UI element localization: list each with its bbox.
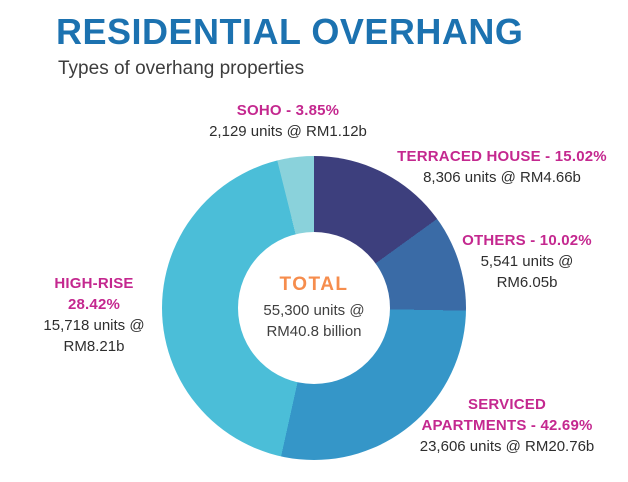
page-subtitle: Types of overhang properties xyxy=(58,58,305,79)
segment-name-terraced-house: TERRACED HOUSE - 15.02% xyxy=(397,148,607,165)
segment-name-others: OTHERS - 10.02% xyxy=(462,232,592,249)
segment-label-others: OTHERS - 10.02% 5,541 units @ RM6.05b xyxy=(462,230,592,293)
segment-units-serviced-apartments: 23,606 units @ RM20.76b xyxy=(419,438,595,455)
donut-center: TOTAL 55,300 units @ RM40.8 billion xyxy=(238,232,390,384)
segment-name-serviced-apartments: SERVICED xyxy=(467,396,546,413)
segment-pct-serviced-apartments: APARTMENTS - 42.69% xyxy=(421,417,593,434)
segment-units-soho: 2,129 units @ RM1.12b xyxy=(209,123,367,140)
segment-pct-high-rise: 28.42% xyxy=(67,296,121,313)
segment-units-high-rise: 15,718 units @ xyxy=(43,317,145,334)
segment-label-serviced-apartments: SERVICED APARTMENTS - 42.69% 23,606 unit… xyxy=(420,394,595,457)
segment-value-others: RM6.05b xyxy=(496,274,558,291)
donut-chart: TOTAL 55,300 units @ RM40.8 billion xyxy=(162,156,466,460)
total-value-line: RM40.8 billion xyxy=(266,323,362,340)
segment-value-high-rise: RM8.21b xyxy=(63,338,125,355)
page-title: RESIDENTIAL OVERHANG xyxy=(56,11,524,52)
total-label: TOTAL xyxy=(279,274,349,295)
segment-name-high-rise: HIGH-RISE xyxy=(54,275,134,292)
segment-label-terraced-house: TERRACED HOUSE - 15.02% 8,306 units @ RM… xyxy=(397,146,607,188)
total-units-line: 55,300 units @ xyxy=(263,302,365,319)
segment-units-others: 5,541 units @ xyxy=(480,253,574,270)
segment-name-soho: SOHO - 3.85% xyxy=(236,102,340,119)
segment-label-soho: SOHO - 3.85% 2,129 units @ RM1.12b xyxy=(209,100,367,142)
segment-units-terraced-house: 8,306 units @ RM4.66b xyxy=(423,169,581,186)
segment-label-high-rise: HIGH-RISE 28.42% 15,718 units @ RM8.21b xyxy=(43,273,144,357)
